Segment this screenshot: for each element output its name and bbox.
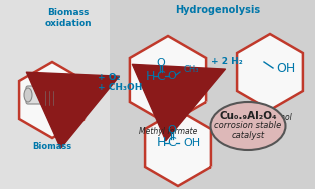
Text: C: C bbox=[157, 70, 165, 83]
Text: + 2 H₂: + 2 H₂ bbox=[211, 57, 243, 67]
Text: CH₃: CH₃ bbox=[183, 64, 198, 74]
Text: Methyl formate: Methyl formate bbox=[139, 127, 197, 136]
Text: Hydrogenolysis: Hydrogenolysis bbox=[175, 5, 261, 15]
Text: O: O bbox=[168, 71, 176, 81]
FancyBboxPatch shape bbox=[43, 89, 61, 107]
Text: OH: OH bbox=[276, 61, 295, 74]
Polygon shape bbox=[130, 36, 206, 124]
Text: Cu₀.₉Al₂O₄: Cu₀.₉Al₂O₄ bbox=[219, 111, 277, 121]
Text: + CH₃OH: + CH₃OH bbox=[98, 84, 142, 92]
FancyBboxPatch shape bbox=[26, 86, 48, 104]
Polygon shape bbox=[19, 62, 85, 138]
Polygon shape bbox=[237, 34, 303, 110]
Ellipse shape bbox=[210, 102, 285, 150]
Text: 2 Methanol: 2 Methanol bbox=[249, 113, 291, 122]
Text: + O₂: + O₂ bbox=[98, 74, 121, 83]
Text: H: H bbox=[145, 70, 155, 83]
Text: C: C bbox=[168, 136, 176, 149]
Text: Biomass
oxidation: Biomass oxidation bbox=[44, 8, 92, 28]
Text: corrosion stable: corrosion stable bbox=[215, 122, 282, 130]
Text: OH: OH bbox=[183, 138, 200, 148]
Polygon shape bbox=[145, 110, 211, 186]
Text: H: H bbox=[156, 136, 166, 149]
Text: Biomass: Biomass bbox=[32, 142, 72, 151]
Bar bbox=[110, 0, 315, 189]
Text: O: O bbox=[157, 58, 165, 68]
Text: O: O bbox=[168, 125, 176, 135]
Text: catalyst: catalyst bbox=[232, 130, 265, 139]
Ellipse shape bbox=[24, 88, 32, 102]
